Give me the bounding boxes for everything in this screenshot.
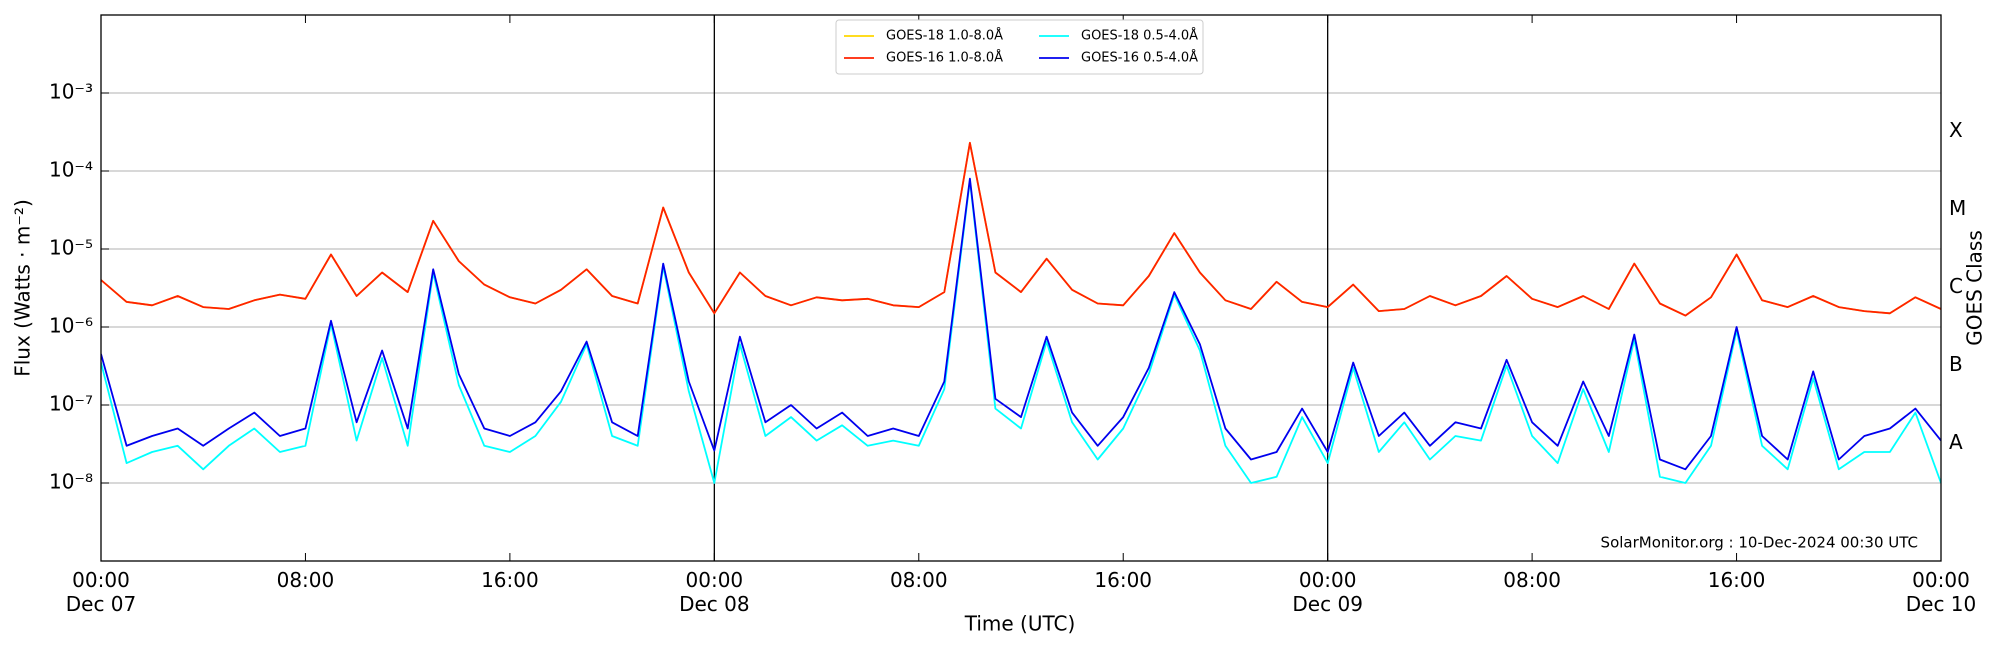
- series-line: [101, 179, 1941, 484]
- x-tick-label: 16:00: [1708, 568, 1766, 592]
- y-tick-label: 10⁻⁸: [49, 470, 93, 494]
- y2-tick-label: X: [1949, 118, 1963, 142]
- x-tick-label: 00:00 Dec 10: [1906, 568, 1977, 616]
- y-tick-label: 10⁻⁷: [49, 392, 93, 416]
- y2-axis-label: GOES Class: [1963, 230, 1987, 346]
- x-tick-label: 16:00: [1094, 568, 1152, 592]
- x-tick-label: 16:00: [481, 568, 539, 592]
- y2-tick-label: A: [1949, 430, 1963, 454]
- plot-frame: [100, 14, 1942, 562]
- x-tick-label: 08:00: [1503, 568, 1561, 592]
- legend-label: GOES-16 1.0-8.0Å: [886, 50, 1003, 66]
- series-line: [101, 177, 1941, 471]
- y-tick-label: 10⁻⁵: [49, 236, 93, 260]
- series-line: [101, 141, 1941, 317]
- annotation: SolarMonitor.org : 10-Dec-2024 00:30 UTC: [1601, 534, 1918, 552]
- x-tick-label: 08:00: [277, 568, 335, 592]
- x-tick-label: 00:00 Dec 07: [66, 568, 137, 616]
- y2-tick-label: C: [1949, 274, 1963, 298]
- legend-label: GOES-16 0.5-4.0Å: [1081, 50, 1198, 66]
- legend-box: [835, 19, 1204, 75]
- x-tick-label: 00:00 Dec 09: [1292, 568, 1363, 616]
- y-tick-label: 10⁻⁶: [49, 314, 93, 338]
- y-tick-label: 10⁻⁴: [49, 158, 93, 182]
- plot-area: [101, 141, 1941, 484]
- legend-label: GOES-18 0.5-4.0Å: [1081, 28, 1198, 44]
- y-axis-label: Flux (Watts · m⁻²): [11, 199, 35, 377]
- series-line: [101, 141, 1941, 317]
- y2-tick-label: M: [1949, 196, 1966, 220]
- x-tick-label: 08:00: [890, 568, 948, 592]
- x-axis-label: Time (UTC): [964, 612, 1076, 636]
- legend-label: GOES-18 1.0-8.0Å: [886, 28, 1003, 44]
- x-tick-label: 00:00 Dec 08: [679, 568, 750, 616]
- y-tick-label: 10⁻³: [49, 80, 93, 104]
- y2-tick-label: B: [1949, 352, 1963, 376]
